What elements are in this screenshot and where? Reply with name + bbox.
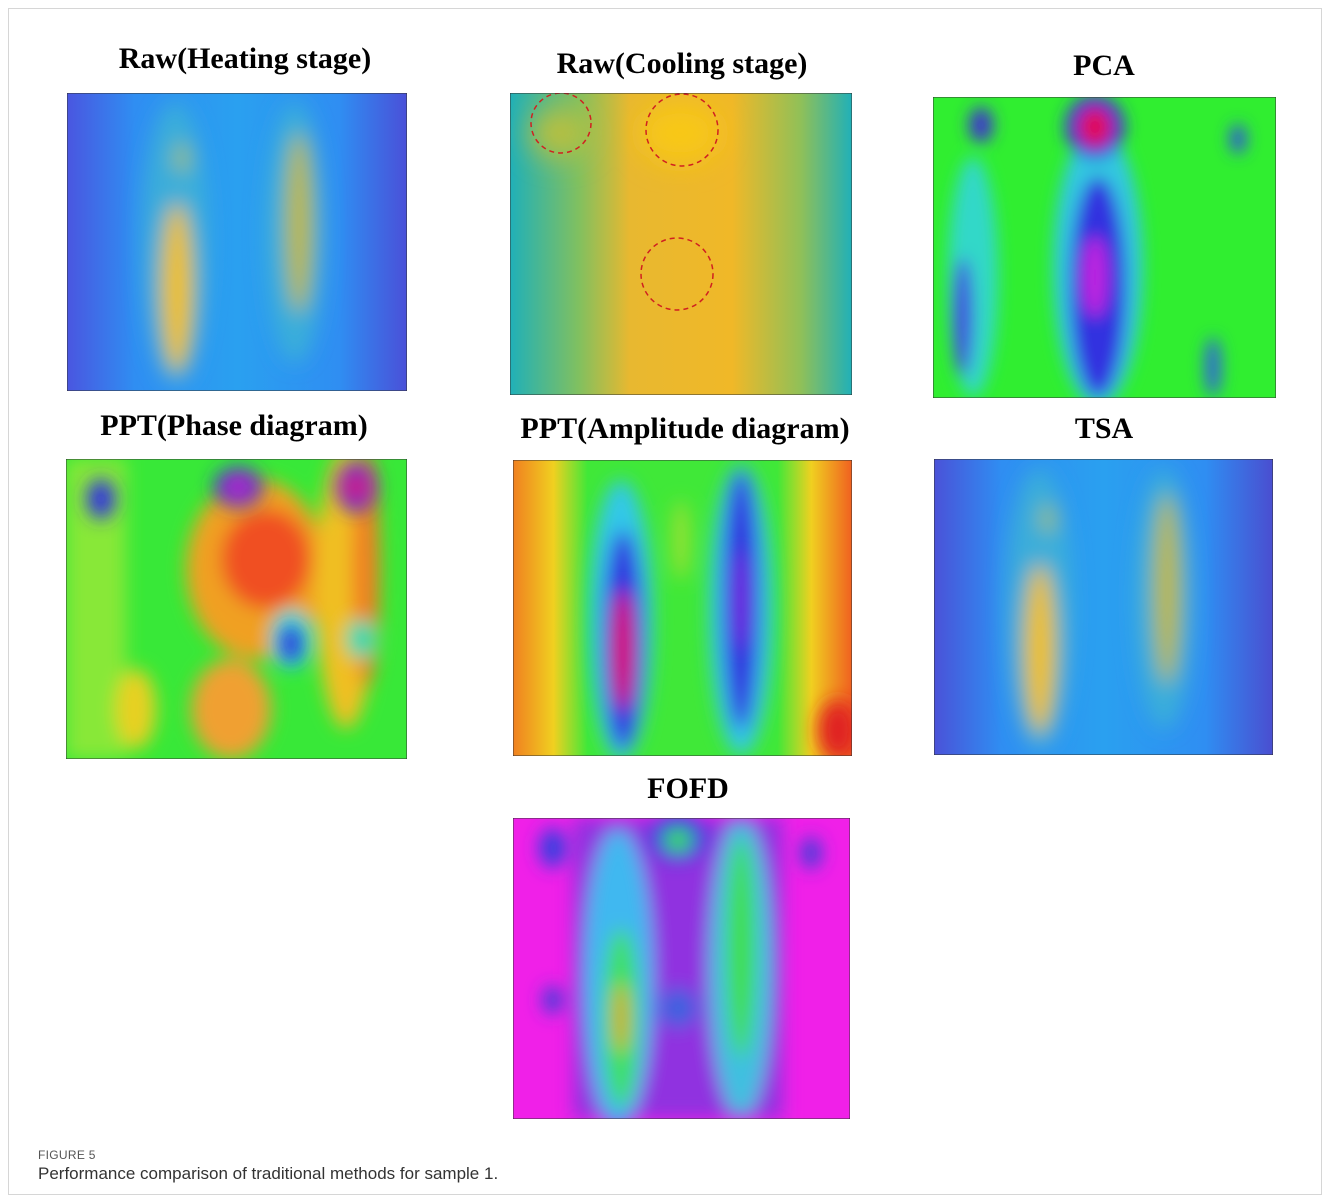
panel-title: PPT(Phase diagram) xyxy=(14,409,454,443)
panel-title: TSA xyxy=(884,412,1324,446)
thermal-image xyxy=(934,459,1273,755)
thermal-image xyxy=(513,460,852,756)
panel-title: Raw(Heating stage) xyxy=(25,42,465,76)
thermal-image xyxy=(933,97,1276,398)
thermal-image xyxy=(66,459,407,759)
caption-text: Performance comparison of traditional me… xyxy=(38,1164,498,1184)
panel-title: PPT(Amplitude diagram) xyxy=(465,412,905,446)
thermal-image xyxy=(513,818,850,1119)
page: Raw(Heating stage) Raw(Cooling stage) PC… xyxy=(0,0,1330,1203)
caption-label: FIGURE 5 xyxy=(38,1148,96,1162)
panel-title: Raw(Cooling stage) xyxy=(462,47,902,81)
panel-title: FOFD xyxy=(468,772,908,806)
panel-title: PCA xyxy=(884,49,1324,83)
thermal-image xyxy=(67,93,407,391)
thermal-image xyxy=(510,93,852,395)
